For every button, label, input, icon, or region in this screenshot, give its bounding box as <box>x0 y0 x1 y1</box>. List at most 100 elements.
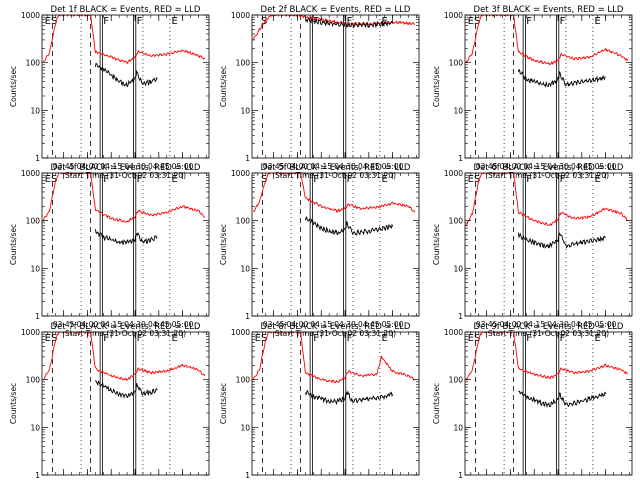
events-series-line <box>517 232 606 249</box>
marker-label: E <box>45 333 51 344</box>
x-tick-label: 04:45 <box>358 320 380 329</box>
x-tick-label: 03:45 <box>476 162 498 171</box>
events-series-line <box>518 390 607 409</box>
x-tick-label: 05:00 <box>595 162 617 171</box>
lld-series-line <box>252 332 415 384</box>
panel-title: Det 5f BLACK = Events, RED = LLD <box>261 163 411 173</box>
panel-title: Det 6f BLACK = Events, RED = LLD <box>474 163 624 173</box>
y-tick-label: 1 <box>35 154 40 163</box>
event-markers <box>52 332 171 475</box>
event-markers <box>475 332 594 475</box>
x-tick-label: 04:30 <box>547 320 569 329</box>
y-axis-label: Counts/sec <box>9 224 18 265</box>
lld-series-line <box>42 15 206 64</box>
marker-label: S <box>474 174 480 185</box>
event-markers <box>52 15 171 158</box>
y-tick-label: 1 <box>35 312 40 321</box>
x-axis-label: Start Time (31-Oct-02 03:31:20) <box>275 329 396 338</box>
x-tick-label: 04:15 <box>100 320 122 329</box>
plot-frame <box>251 172 420 317</box>
x-tick-label: 03:45 <box>53 162 75 171</box>
marker-label: F <box>103 16 109 27</box>
y-tick-label: 10 <box>453 264 463 273</box>
y-tick-label: 10 <box>240 106 250 115</box>
marker-label: F <box>560 333 566 344</box>
x-tick-label: 05:00 <box>595 320 617 329</box>
x-tick-label: 03:45 <box>263 162 285 171</box>
panel-title: Det 3f BLACK = Events, RED = LLD <box>474 5 624 15</box>
y-axis: 1 10 100 1000 <box>231 328 419 480</box>
y-tick-label: 1 <box>458 471 463 480</box>
marker-label: E <box>594 174 600 185</box>
marker-label: F <box>137 333 143 344</box>
y-axis-label: Counts/sec <box>432 66 441 107</box>
lld-series-line <box>465 332 629 381</box>
y-axis: 1 10 100 1000 <box>444 328 632 480</box>
y-axis-label: Counts/sec <box>432 224 441 265</box>
x-tick-label: 04:00 <box>500 162 522 171</box>
marker-label: E <box>171 174 177 185</box>
lld-series-line <box>43 332 206 381</box>
y-axis: 1 10 100 1000 <box>444 11 632 163</box>
y-tick-label: 1 <box>245 154 250 163</box>
events-series-line <box>517 68 606 88</box>
panel-title: Det 1f BLACK = Events, RED = LLD <box>51 5 201 15</box>
x-tick-label: 04:00 <box>500 320 522 329</box>
y-axis: 1 10 100 1000 <box>21 328 209 480</box>
y-tick-label: 1 <box>458 312 463 321</box>
x-tick-label: 05:00 <box>382 320 404 329</box>
y-tick-label: 10 <box>30 106 40 115</box>
y-tick-label: 1000 <box>444 11 463 20</box>
marker-label: F <box>526 333 532 344</box>
x-tick-label: 05:00 <box>172 162 194 171</box>
marker-label: F <box>347 333 353 344</box>
x-axis-label: Start Time (31-Oct-02 03:31:20) <box>275 171 396 180</box>
marker-label: S <box>51 174 57 185</box>
marker-label: S <box>51 333 57 344</box>
event-markers <box>52 173 171 316</box>
x-axis-label: Start Time (31-Oct-02 03:31:20) <box>488 171 609 180</box>
marker-label: F <box>526 16 532 27</box>
y-tick-label: 1000 <box>21 169 40 178</box>
panel-title: Det 7f BLACK = Events, RED = LLD <box>51 322 201 332</box>
y-tick-label: 1000 <box>231 11 250 20</box>
marker-label: E <box>45 174 51 185</box>
y-axis: 1 10 100 1000 <box>21 11 209 163</box>
panel-title: Det 9f BLACK = Events, RED = LLD <box>474 322 624 332</box>
y-axis-label: Counts/sec <box>432 383 441 424</box>
y-axis-label: Counts/sec <box>9 66 18 107</box>
marker-label: S <box>261 333 267 344</box>
y-tick-label: 10 <box>30 423 40 432</box>
y-tick-label: 1000 <box>21 328 40 337</box>
y-tick-label: 100 <box>449 217 464 226</box>
marker-label: F <box>137 16 143 27</box>
y-tick-label: 1000 <box>21 11 40 20</box>
x-tick-label: 03:45 <box>263 320 285 329</box>
marker-label: F <box>103 333 109 344</box>
y-axis-label: Counts/sec <box>219 383 228 424</box>
event-markers <box>262 15 381 158</box>
y-tick-label: 100 <box>236 376 251 385</box>
y-tick-label: 1 <box>245 312 250 321</box>
marker-label: E <box>171 333 177 344</box>
marker-label: E <box>45 16 51 27</box>
x-tick-label: 03:45 <box>53 320 75 329</box>
marker-label: F <box>560 174 566 185</box>
x-tick-label: 04:00 <box>77 320 99 329</box>
plot-frame <box>41 172 210 317</box>
events-series-line <box>304 17 394 29</box>
events-series-line <box>304 389 394 406</box>
lld-series-line <box>252 15 416 41</box>
y-tick-label: 10 <box>453 423 463 432</box>
events-series-line <box>94 62 158 88</box>
x-tick-label: 04:00 <box>287 162 309 171</box>
x-tick-label: 04:45 <box>148 320 170 329</box>
event-markers <box>262 332 381 475</box>
lld-series-line <box>465 173 629 227</box>
